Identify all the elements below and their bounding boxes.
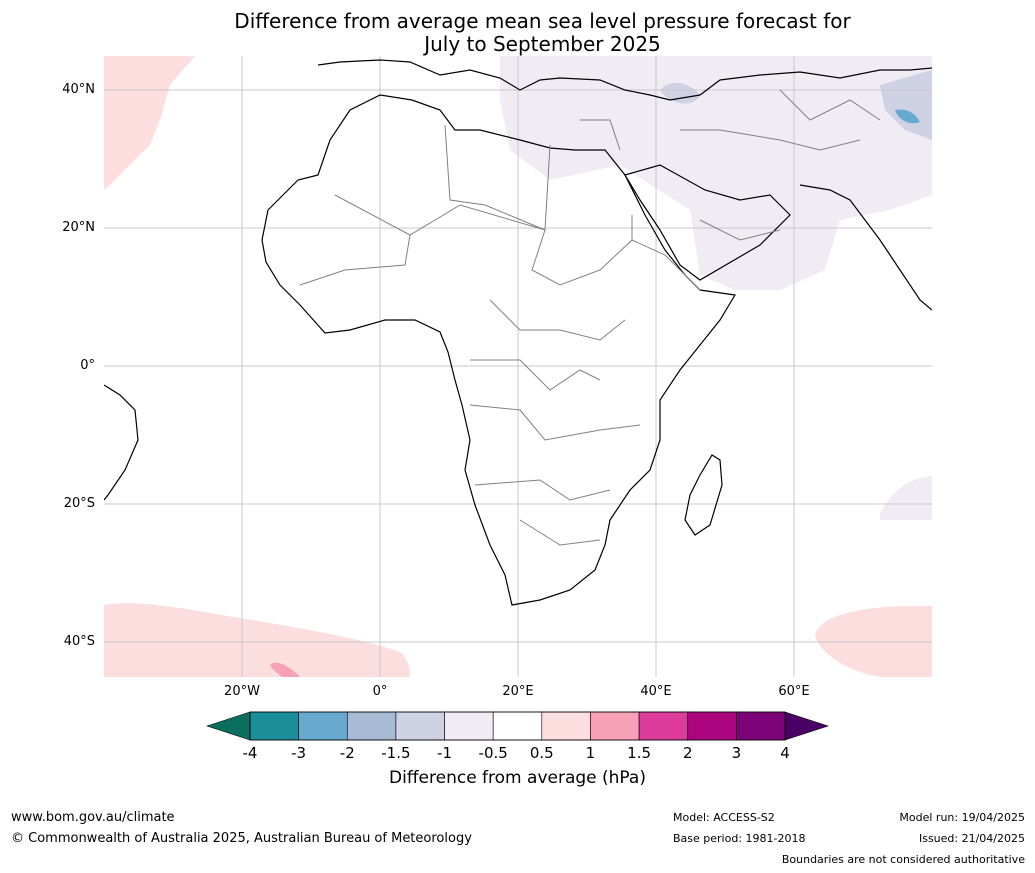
- map-title-line1: Difference from average mean sea level p…: [234, 9, 851, 33]
- colorbar-tick-label: -0.5: [478, 744, 508, 762]
- lon-label-20e: 20°E: [502, 684, 534, 699]
- colorbar-tick-label: 4: [780, 744, 790, 762]
- colorbar-extend-low: [206, 711, 251, 741]
- footer-website[interactable]: www.bom.gov.au/climate: [11, 810, 175, 825]
- colorbar-tick-label: -4: [242, 744, 258, 762]
- colorbar-segment: [590, 711, 640, 741]
- colorbar-tick-label: 2: [682, 744, 693, 762]
- colorbar-tick-label: -1: [437, 744, 453, 762]
- colorbar-segment: [249, 711, 299, 741]
- country-borders: [299, 89, 881, 546]
- anomaly-positive-atlantic-north: [104, 56, 195, 190]
- footer-model-run: Model run: 19/04/2025: [899, 811, 1025, 824]
- map-gridlines: [104, 56, 932, 677]
- anomaly-positive-south-atlantic: [104, 603, 411, 677]
- lon-label-20w: 20°W: [224, 684, 260, 699]
- colorbar-segment: [395, 711, 445, 741]
- coastlines: [104, 59, 932, 606]
- lat-label-40n: 40°N: [62, 82, 95, 97]
- footer-issued: Issued: 21/04/2025: [918, 832, 1025, 845]
- colorbar-tick-label: 1: [585, 744, 596, 762]
- colorbar-tick-label: -1.5: [381, 744, 411, 762]
- map-title-line2: July to September 2025: [424, 32, 661, 56]
- anomaly-negative-indian-ocean: [880, 476, 932, 520]
- footer-model: Model: ACCESS-S2: [673, 811, 775, 824]
- colorbar-tick-label: -3: [291, 744, 307, 762]
- anomaly-negative-turkey: [660, 82, 700, 104]
- anomaly-negative-central-asia: [880, 70, 932, 140]
- colorbar-segment: [298, 711, 348, 741]
- anomaly-negative-eurasia: [500, 56, 932, 290]
- footer-copyright: © Commonwealth of Australia 2025, Austra…: [11, 831, 472, 846]
- lon-label-0: 0°: [372, 684, 388, 699]
- colorbar-segment: [687, 711, 737, 741]
- arabian-sea-coastline: [799, 184, 932, 311]
- footer-disclaimer: Boundaries are not considered authoritat…: [781, 853, 1025, 866]
- lon-label-60e: 60°E: [778, 684, 810, 699]
- colorbar-tick-label: 0.5: [529, 744, 554, 762]
- footer-base-period: Base period: 1981-2018: [673, 832, 806, 845]
- colorbar-tick-label: 1.5: [627, 744, 651, 762]
- colorbar-segment: [492, 711, 543, 741]
- madagascar-coastline: [684, 454, 723, 536]
- colorbar-tick-label: 3: [731, 744, 742, 762]
- colorbar-segment: [444, 711, 494, 741]
- colorbar-segment: [736, 711, 786, 741]
- lat-label-20s: 20°S: [63, 496, 95, 511]
- anomaly-negative-central-asia-core: [895, 109, 920, 124]
- lat-label-0: 0°: [80, 358, 95, 373]
- anomaly-positive-south-atlantic-core: [270, 662, 300, 677]
- colorbar-label: Difference from average (hPa): [389, 768, 646, 788]
- lat-label-20n: 20°N: [62, 220, 95, 235]
- colorbar-segment: [346, 711, 397, 741]
- south-america-coastline: [104, 384, 139, 501]
- colorbar-tick-label: -2: [339, 744, 355, 762]
- africa-coastline: [261, 94, 736, 606]
- europe-coastline: [317, 59, 932, 101]
- lon-label-40e: 40°E: [640, 684, 672, 699]
- lat-label-40s: 40°S: [63, 634, 95, 649]
- arabia-coastline: [624, 164, 791, 281]
- colorbar: [206, 711, 829, 741]
- colorbar-extend-high: [784, 711, 829, 741]
- colorbar-segment: [541, 711, 591, 741]
- colorbar-segment: [638, 711, 689, 741]
